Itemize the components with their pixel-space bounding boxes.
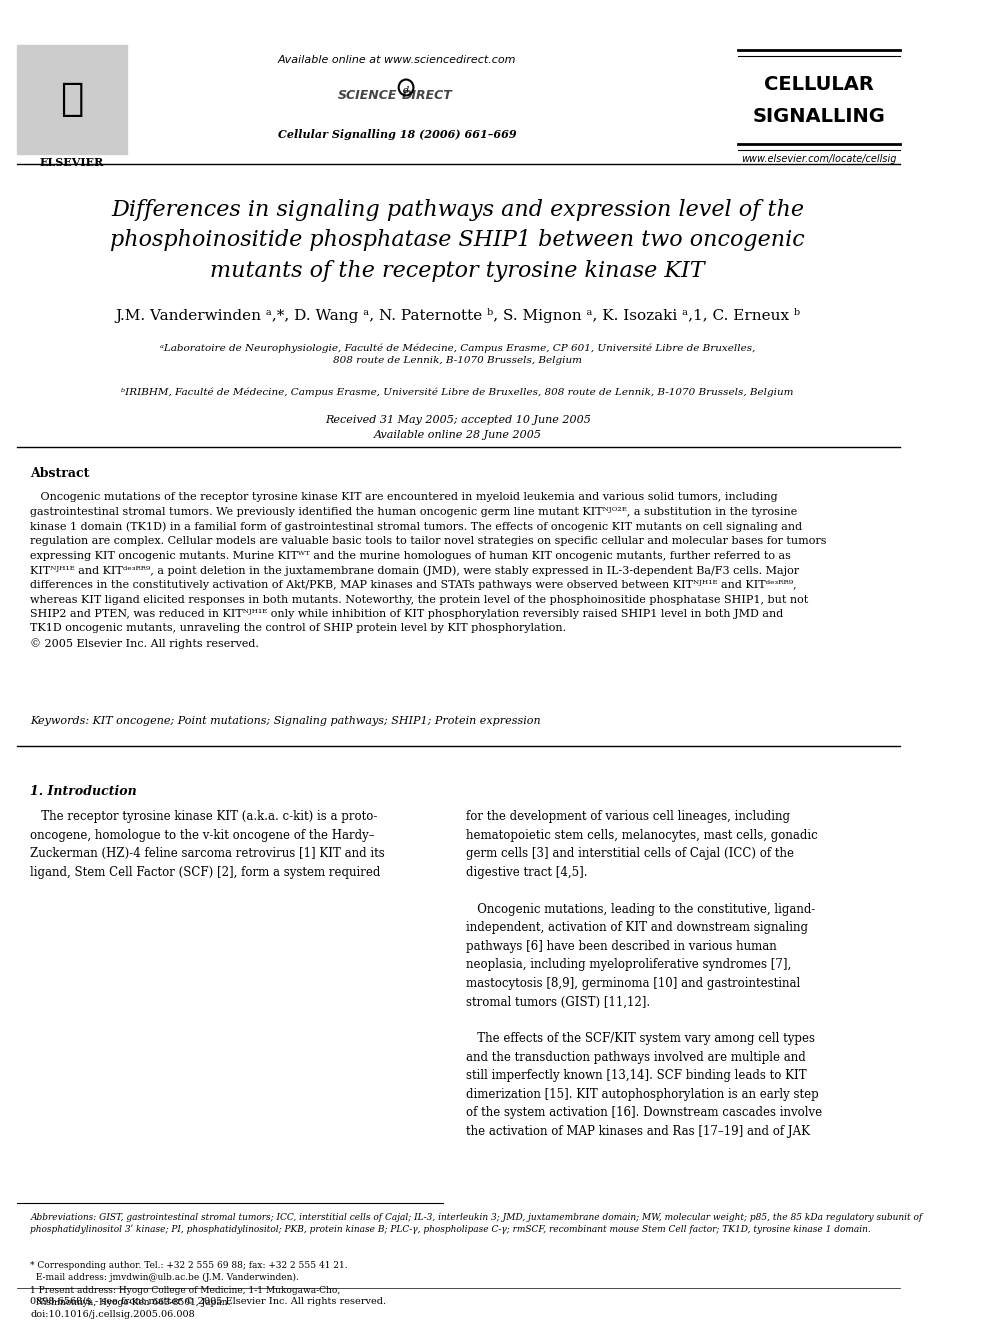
Text: Oncogenic mutations of the receptor tyrosine kinase KIT are encountered in myelo: Oncogenic mutations of the receptor tyro… (31, 492, 827, 650)
Text: Abbreviations: GIST, gastrointestinal stromal tumors; ICC, interstitial cells of: Abbreviations: GIST, gastrointestinal st… (31, 1213, 923, 1234)
Text: CELLULAR: CELLULAR (764, 74, 874, 94)
Bar (17, 45, 127, 153)
Text: Abstract: Abstract (31, 467, 90, 480)
Text: SCIENCE: SCIENCE (337, 90, 397, 102)
Text: www.elsevier.com/locate/cellsig: www.elsevier.com/locate/cellsig (741, 153, 897, 164)
Text: ᵇIRIBHM, Faculté de Médecine, Campus Erasme, Université Libre de Bruxelles, 808 : ᵇIRIBHM, Faculté de Médecine, Campus Era… (121, 388, 794, 397)
Text: SIGNALLING: SIGNALLING (752, 107, 885, 127)
Text: Differences in signaling pathways and expression level of the
phosphoinositide p: Differences in signaling pathways and ex… (110, 198, 806, 282)
Text: ᵃLaboratoire de Neurophysiologie, Faculté de Médecine, Campus Erasme, CP 601, Un: ᵃLaboratoire de Neurophysiologie, Facult… (160, 343, 756, 365)
Text: Available online at www.sciencedirect.com: Available online at www.sciencedirect.co… (278, 54, 516, 65)
Text: 1. Introduction: 1. Introduction (31, 786, 137, 799)
Text: 0898-6568/$ - see front matter © 2005 Elsevier Inc. All rights reserved.
doi:10.: 0898-6568/$ - see front matter © 2005 El… (31, 1298, 387, 1319)
Text: Cellular Signalling 18 (2006) 661–669: Cellular Signalling 18 (2006) 661–669 (278, 130, 516, 140)
Text: d: d (403, 86, 409, 95)
Text: 🌳: 🌳 (61, 81, 83, 119)
Text: J.M. Vanderwinden ᵃ,*, D. Wang ᵃ, N. Paternotte ᵇ, S. Mignon ᵃ, K. Isozaki ᵃ,1, : J.M. Vanderwinden ᵃ,*, D. Wang ᵃ, N. Pat… (115, 308, 801, 323)
Text: The receptor tyrosine kinase KIT (a.k.a. c-kit) is a proto-
oncogene, homologue : The receptor tyrosine kinase KIT (a.k.a.… (31, 810, 385, 878)
Text: * Corresponding author. Tel.: +32 2 555 69 88; fax: +32 2 555 41 21.
  E-mail ad: * Corresponding author. Tel.: +32 2 555 … (31, 1261, 348, 1307)
Text: for the development of various cell lineages, including
hematopoietic stem cells: for the development of various cell line… (466, 810, 822, 1138)
Text: Keywords: KIT oncogene; Point mutations; Signaling pathways; SHIP1; Protein expr: Keywords: KIT oncogene; Point mutations;… (31, 716, 541, 726)
Text: Available online 28 June 2005: Available online 28 June 2005 (374, 430, 542, 439)
Text: ELSEVIER: ELSEVIER (40, 157, 104, 168)
Text: DIRECT: DIRECT (402, 90, 452, 102)
Text: Received 31 May 2005; accepted 10 June 2005: Received 31 May 2005; accepted 10 June 2… (324, 414, 590, 425)
